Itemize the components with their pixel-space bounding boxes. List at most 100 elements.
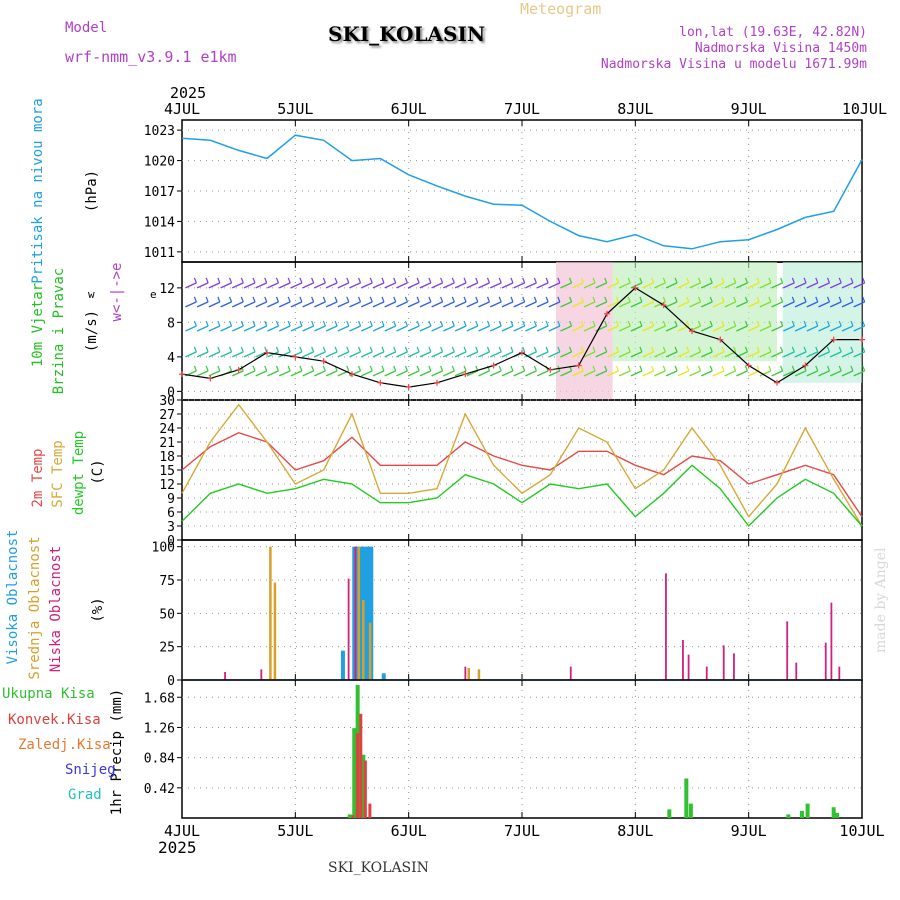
wind-barb [275,320,280,327]
wind-barb [393,296,397,303]
wind-barb [486,320,491,327]
wind-barb [712,325,725,332]
wind-barb [489,370,502,377]
wind-barb [220,325,232,332]
wind-barb [431,301,443,308]
wind-barb [205,296,209,303]
wind-barb [466,370,479,377]
low-cloud-bar [354,546,357,680]
wind-barb [595,351,608,358]
wind-speed-marker [207,375,214,382]
wind-barb [267,351,279,358]
y-tick-label: 18 [159,450,175,465]
wind-barb [229,346,233,353]
wind-barb [193,346,197,353]
wind-barb [572,301,584,308]
wind-barb [662,296,666,303]
wind-barb [791,296,795,303]
y-tick-label: 0.84 [144,752,175,767]
wind-barb [419,370,432,377]
wind-barb [311,320,315,327]
wind-barb [501,325,514,332]
wind-barb [826,277,831,284]
wind-barb [240,296,244,303]
wind-speed-marker [179,371,185,378]
wind-barb [349,325,361,332]
wind-barb [604,365,608,372]
wind-barb [404,277,408,284]
x-tick-label-top: 9JUL [731,100,767,118]
compass-e: e [150,288,157,301]
low-cloud-bar [464,666,467,680]
wind-barb [700,351,713,358]
wind-barb [396,325,408,332]
y-tick-label: 25 [159,641,175,656]
low-cloud-bar [569,666,572,680]
wind-barb [513,325,525,332]
wind-barb [697,277,702,284]
wind-barb [721,296,725,303]
x-tick-label-top: 8JUL [617,100,653,118]
wind-barb [325,301,338,308]
wind-barb [627,277,631,284]
wind-barb [783,325,795,332]
wind-barb [322,320,326,327]
wind-barb [275,296,280,303]
wind-barb [372,370,385,377]
wind-barb [252,296,256,303]
wind-barb [381,277,385,284]
wind-barb [548,325,561,332]
wind-barb [334,346,338,353]
wind-barb [440,346,444,353]
wind-barb [533,277,537,284]
wind-barb [369,277,373,284]
wind-barb [595,301,608,308]
wind-barb [654,351,666,358]
wind-barb [665,325,678,332]
wind-barb [489,351,502,358]
wind-barb [489,282,502,289]
wind-barb [325,370,338,377]
wind-barb [780,277,784,284]
wind-barb [360,351,373,358]
low-cloud-bar [687,654,690,680]
wind-barb [384,282,397,289]
wind-barb [853,282,865,289]
wind-barb [756,346,760,353]
wind-barb [440,320,444,327]
wind-speed-marker [264,349,270,356]
wind-barb [396,301,408,308]
y-tick-label: 50 [159,607,175,622]
y-tick-label: 1017 [144,185,175,200]
wind-barb [311,296,315,303]
wind-barb [721,346,725,353]
wind-barb [642,351,654,358]
wind-barb [346,277,350,284]
wind-barb [759,282,772,289]
wind-barb [357,365,362,372]
convective-rain-bar [359,713,363,818]
wind-barb [404,346,408,353]
wind-barb [416,365,420,372]
mid-cloud-bar [368,622,372,680]
mid-cloud-bar [467,668,470,680]
wind-barb [862,346,866,353]
wind-speed-marker [717,336,724,343]
wind-barb [232,301,244,308]
wind-barb [747,351,760,358]
wind-barb [369,320,373,327]
high-cloud-bar [365,546,370,680]
wind-barb [478,370,490,377]
wind-barb [569,296,573,303]
wind-barb [349,282,361,289]
low-cloud-bar [830,602,833,680]
mid-cloud-bar [269,546,272,680]
wind-barb [302,370,314,377]
wind-barb [275,346,280,353]
wind-barb [299,320,303,327]
wind-barb [700,301,713,308]
wind-barb [478,325,490,332]
wind-barb [346,346,350,353]
total-rain-bar [352,728,357,818]
wind-barb [630,325,643,332]
